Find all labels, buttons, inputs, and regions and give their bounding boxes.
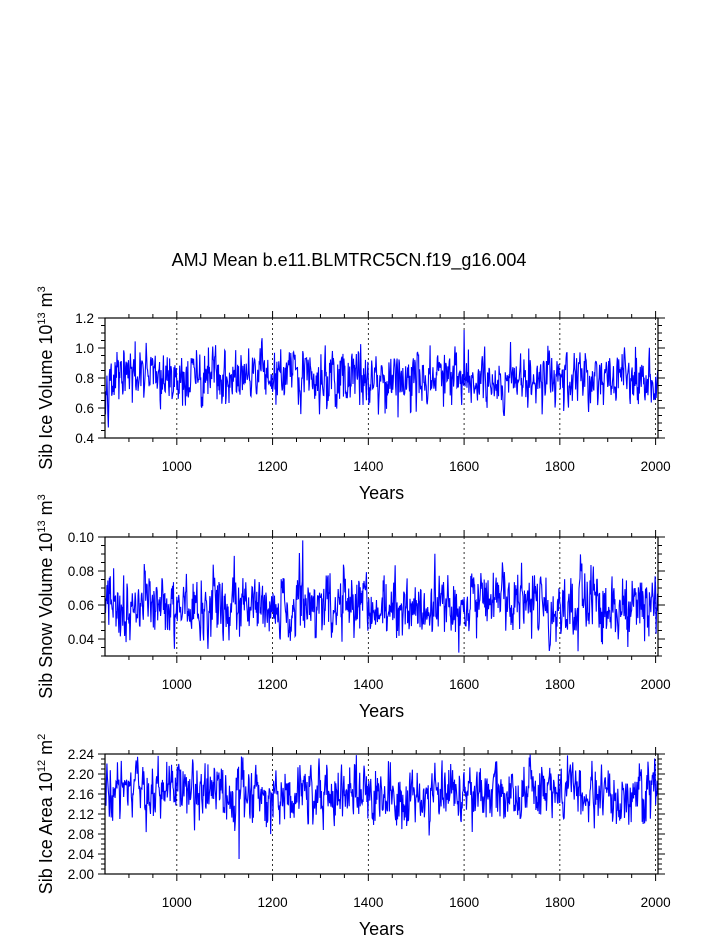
- ice-volume-series-line: [104, 329, 659, 428]
- ice-area-ytick-label: 2.12: [68, 807, 94, 822]
- ice-volume-ytick-label: 0.8: [75, 371, 94, 386]
- snow-volume-ylabel: Sib Snow Volume 1013 m3: [36, 494, 56, 698]
- ice-area-ytick-label: 2.16: [68, 787, 94, 802]
- snow-volume-ytick-label: 0.08: [68, 564, 94, 579]
- ice-area-xtick-label: 1000: [162, 895, 192, 910]
- panels: 1000 1200 1400 1600 1800 2000 Years 0.4 0.6 0.8 1.…: [36, 286, 671, 935]
- ice-area-xtick-label: 1200: [258, 895, 288, 910]
- snow-volume-xtick-label: 1600: [449, 677, 479, 692]
- ice-area-ylabel: Sib Ice Area 1012 m2: [36, 734, 56, 894]
- ice-area-ytick-label: 2.00: [68, 867, 94, 882]
- ice-volume-xtick-label: 1600: [449, 459, 479, 474]
- snow-volume-ytick-label: 0.06: [68, 598, 94, 613]
- ice-area-ytick-label: 2.04: [68, 847, 95, 862]
- ice-area-xlabel: Years: [359, 919, 404, 935]
- ice-area-xtick-label: 2000: [641, 895, 671, 910]
- snow-volume-xtick-label: 2000: [641, 677, 671, 692]
- snow-volume-xlabel: Years: [359, 701, 404, 721]
- snow-volume-ytick-label: 0.04: [68, 632, 95, 647]
- ice-volume-ytick-label: 0.6: [75, 401, 94, 416]
- snow-volume-plot-frame: [104, 536, 659, 657]
- ice-area-panel: 1000 1200 1400 1600 1800 2000 Years 2.00 2.04 2.0…: [36, 734, 671, 935]
- ice-volume-xtick-label: 1400: [353, 459, 383, 474]
- snow-volume-xtick-label: 1800: [545, 677, 575, 692]
- ice-volume-xtick-label: 2000: [641, 459, 671, 474]
- snow-volume-ytick-label: 0.10: [68, 530, 94, 545]
- ice-area-xtick-label: 1600: [449, 895, 479, 910]
- ice-volume-xtick-label: 1000: [162, 459, 192, 474]
- figure-title: AMJ Mean b.e11.BLMTRC5CN.f19_g16.004: [172, 250, 527, 271]
- ice-volume-xtick-label: 1800: [545, 459, 575, 474]
- ice-volume-ytick-label: 1.0: [75, 341, 94, 356]
- ice-volume-xlabel: Years: [359, 483, 404, 503]
- snow-volume-panel: 1000 1200 1400 1600 1800 2000 Years 0.04 0.06 0.0…: [36, 494, 671, 721]
- snow-volume-xtick-label: 1200: [258, 677, 288, 692]
- snow-volume-xtick-label: 1000: [162, 677, 192, 692]
- ice-volume-xtick-label: 1200: [258, 459, 288, 474]
- snow-volume-series-line: [104, 540, 659, 653]
- ice-area-xtick-label: 1400: [353, 895, 383, 910]
- snow-volume-xtick-label: 1400: [353, 677, 383, 692]
- ice-volume-ytick-label: 0.4: [75, 431, 94, 446]
- ice-volume-ylabel: Sib Ice Volume 1013 m3: [36, 286, 56, 469]
- ice-area-ytick-label: 2.20: [68, 767, 94, 782]
- ice-volume-ytick-label: 1.2: [75, 311, 94, 326]
- ice-area-xtick-label: 1800: [545, 895, 575, 910]
- ice-area-ytick-label: 2.24: [68, 747, 95, 762]
- ice-area-ytick-label: 2.08: [68, 827, 94, 842]
- ice-volume-panel: 1000 1200 1400 1600 1800 2000 Years 0.4 0.6 0.8 1.…: [36, 286, 671, 503]
- ice-area-series-line: [104, 754, 659, 860]
